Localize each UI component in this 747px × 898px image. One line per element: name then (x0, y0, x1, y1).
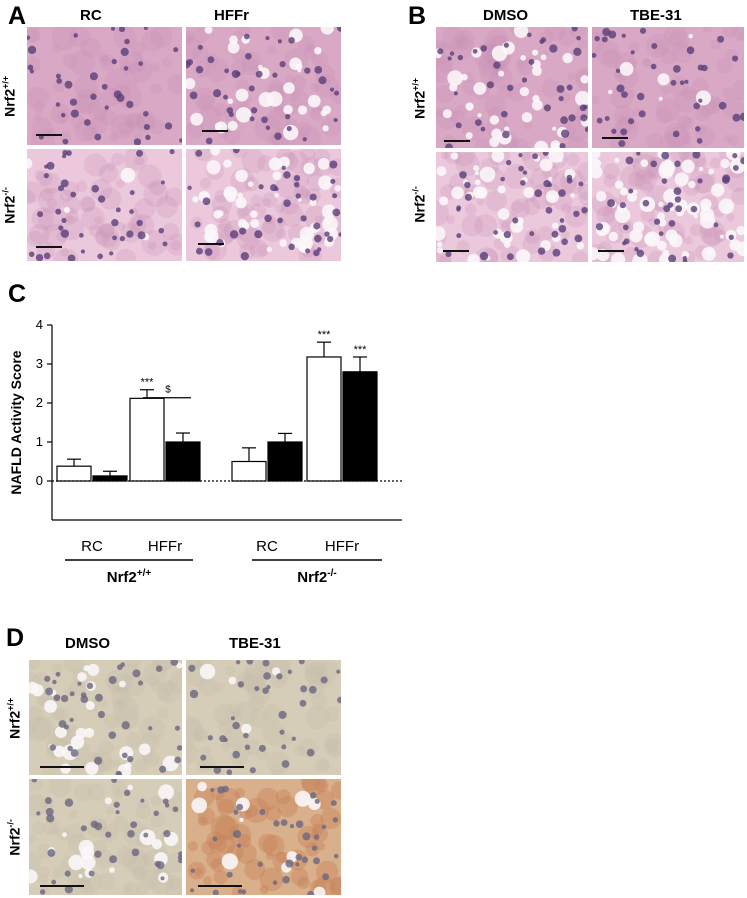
micrograph-a-ko-hffr (186, 149, 341, 261)
group-label: Nrf2-/- (297, 568, 336, 586)
row-label-nrf2-wt: Nrf2+/+ (5, 697, 23, 739)
x-category-label: RC (81, 538, 103, 555)
x-category-label: RC (256, 538, 278, 555)
column-header-tbe31: TBE-31 (630, 7, 682, 24)
bar (342, 371, 378, 482)
micrograph-b-ko-tbe31 (592, 152, 744, 262)
column-header-hffr: HFFr (214, 7, 249, 24)
significance-marker: *** (318, 329, 332, 341)
group-label: Nrf2+/+ (107, 568, 152, 586)
significance-marker: $ (165, 385, 171, 396)
x-category-label: HFFr (325, 538, 359, 555)
y-axis-label: NAFLD Activity Score (8, 350, 24, 494)
scale-bar (36, 246, 62, 248)
x-category-label: HFFr (148, 538, 182, 555)
column-header-dmso: DMSO (65, 635, 110, 652)
significance-marker: *** (141, 377, 155, 389)
y-tick-label: 1 (36, 434, 43, 449)
y-tick-label: 2 (36, 395, 43, 410)
panel-letter-b: B (408, 2, 427, 30)
micrograph-d-ko-tbe31 (186, 779, 341, 895)
micrograph-d-wt-tbe31 (186, 660, 341, 775)
row-label-nrf2-wt: Nrf2+/+ (0, 75, 18, 117)
scale-bar (443, 250, 469, 252)
micrograph-a-wt-hffr (186, 27, 341, 145)
row-label-nrf2-ko: Nrf2-/- (5, 819, 23, 856)
scale-bar (40, 766, 84, 768)
micrograph-d-ko-dmso (29, 779, 182, 895)
row-label-nrf2-wt: Nrf2+/+ (410, 77, 428, 119)
bar (56, 465, 92, 482)
bar (267, 441, 303, 482)
y-tick-label: 4 (36, 317, 43, 332)
scale-bar (200, 766, 244, 768)
scale-bar (202, 130, 228, 132)
micrograph-d-wt-dmso (29, 660, 182, 775)
scale-bar (198, 885, 242, 887)
bar (231, 460, 267, 482)
scale-bar (602, 137, 628, 139)
panel-letter-c: C (8, 280, 27, 308)
scale-bar (598, 250, 624, 252)
panel-letter-d: D (6, 624, 25, 652)
micrograph-b-wt-tbe31 (592, 27, 744, 148)
scale-bar (444, 140, 470, 142)
bar (129, 397, 165, 482)
scale-bar (198, 243, 224, 245)
column-header-rc: RC (80, 7, 102, 24)
column-header-tbe31: TBE-31 (229, 635, 281, 652)
micrograph-b-wt-dmso (436, 27, 588, 148)
row-label-nrf2-ko: Nrf2-/- (410, 186, 428, 223)
row-label-nrf2-ko: Nrf2-/- (0, 187, 18, 224)
bar (306, 356, 342, 482)
significance-marker: *** (354, 344, 368, 356)
micrograph-b-ko-dmso (436, 152, 588, 262)
panel-letter-a: A (8, 2, 27, 30)
scale-bar (40, 885, 84, 887)
scale-bar (36, 134, 62, 136)
bar (165, 441, 201, 482)
micrograph-a-wt-rc (27, 27, 182, 145)
micrograph-a-ko-rc (27, 149, 182, 261)
nafld-score-chart: 0 1 2 3 4 NAFLD Activity Score *** *** *** $ RC HFF… (8, 317, 402, 586)
y-tick-label: 3 (36, 356, 43, 371)
y-tick-label: 0 (36, 473, 43, 488)
column-header-dmso: DMSO (483, 7, 528, 24)
bar (92, 475, 128, 482)
